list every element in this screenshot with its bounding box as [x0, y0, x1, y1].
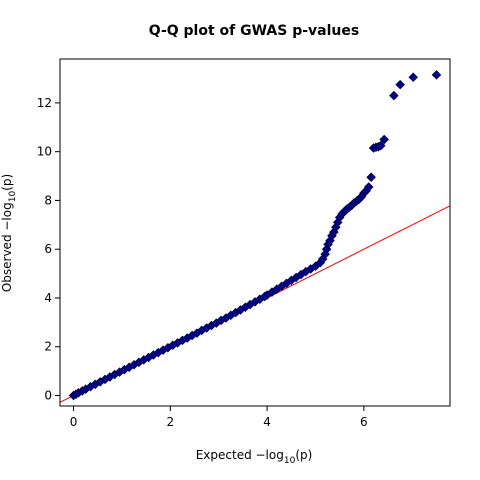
y-tick-label: 0	[44, 389, 52, 403]
data-point	[395, 79, 405, 90]
data-point	[431, 70, 442, 80]
y-axis: 0 2 4 6 8 10 12	[37, 96, 60, 403]
chart-title: Q-Q plot of GWAS p-values	[149, 23, 359, 39]
plot-area	[59, 58, 451, 407]
y-tick-label: 2	[44, 340, 52, 354]
data-point	[408, 72, 418, 83]
data-point	[389, 90, 399, 101]
data-point	[366, 172, 376, 183]
data-point	[376, 140, 386, 151]
x-tick-label: 6	[360, 415, 368, 429]
y-tick-label: 8	[44, 193, 52, 207]
x-tick-label: 0	[70, 415, 78, 429]
y-tick-label: 4	[44, 291, 52, 305]
data-points	[68, 70, 442, 401]
y-tick-label: 6	[44, 242, 52, 256]
x-tick-label: 4	[263, 415, 271, 429]
y-tick-label: 12	[37, 96, 52, 110]
data-point	[379, 134, 389, 145]
y-axis-label: Observed −log10(p)	[0, 174, 18, 292]
plot-frame	[59, 58, 451, 407]
x-axis: 0 2 4 6	[70, 406, 368, 429]
x-tick-label: 2	[167, 415, 175, 429]
data-point	[363, 182, 374, 192]
y-tick-label: 10	[37, 145, 52, 159]
x-axis-label: Expected −log10(p)	[196, 448, 313, 466]
